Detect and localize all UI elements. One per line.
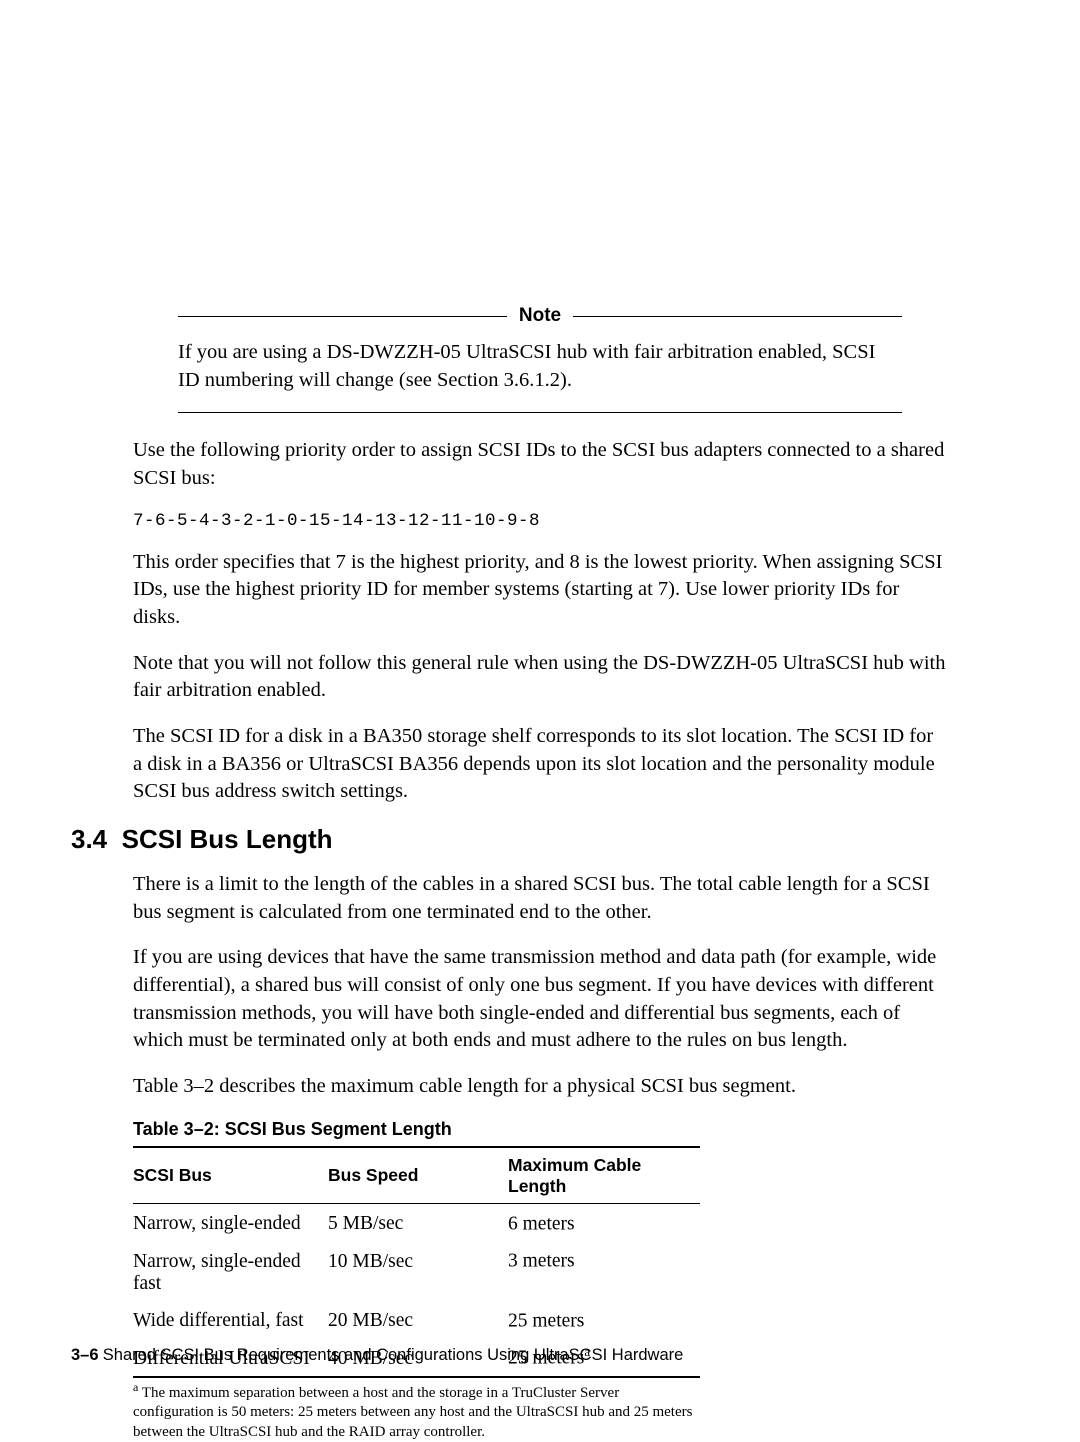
table-cell: Narrow, single-ended — [133, 1203, 328, 1241]
page-footer-title: Shared SCSI Bus Requirements and Configu… — [103, 1346, 684, 1364]
table-cell: Wide differential, fast — [133, 1301, 328, 1339]
page-number: 3–6 — [71, 1346, 99, 1364]
scsi-table: SCSI Bus Bus Speed Maximum Cable Length … — [133, 1146, 700, 1377]
table-cell: 5 MB/sec — [328, 1203, 508, 1241]
paragraph-2: This order specifies that 7 is the highe… — [133, 549, 947, 632]
table-header-1: SCSI Bus — [133, 1147, 328, 1204]
table-caption: Table 3–2: SCSI Bus Segment Length — [133, 1119, 947, 1140]
note-box: Note If you are using a DS-DWZZH-05 Ultr… — [178, 305, 902, 413]
table-row: Narrow, single-ended 5 MB/sec 6 meters — [133, 1203, 700, 1241]
paragraph-4: The SCSI ID for a disk in a BA350 storag… — [133, 723, 947, 806]
footnote-container: a The maximum separation between a host … — [133, 1377, 700, 1442]
paragraph-3: Note that you will not follow this gener… — [133, 650, 947, 705]
table-header-row: SCSI Bus Bus Speed Maximum Cable Length — [133, 1147, 700, 1204]
paragraph-1: Use the following priority order to assi… — [133, 437, 947, 492]
note-header: Note — [178, 305, 902, 327]
page-footer: 3–6 Shared SCSI Bus Requirements and Con… — [71, 1345, 683, 1365]
priority-order-mono: 7-6-5-4-3-2-1-0-15-14-13-12-11-10-9-8 — [133, 511, 947, 531]
section-paragraph-3: Table 3–2 describes the maximum cable le… — [133, 1073, 947, 1101]
note-rule-right — [573, 316, 902, 317]
note-label: Note — [507, 305, 573, 327]
section-heading: 3.4 SCSI Bus Length — [71, 824, 947, 855]
table-row: Narrow, single-ended fast 10 MB/sec 3 me… — [133, 1241, 700, 1301]
table-cell: 20 MB/sec — [328, 1301, 508, 1339]
section-paragraph-2: If you are using devices that have the s… — [133, 944, 947, 1055]
table-row: Wide differential, fast 20 MB/sec 25 met… — [133, 1301, 700, 1339]
table-header-3: Maximum Cable Length — [508, 1147, 700, 1204]
table-header-2: Bus Speed — [328, 1147, 508, 1204]
note-body: If you are using a DS-DWZZH-05 UltraSCSI… — [178, 339, 902, 394]
page-content: Note If you are using a DS-DWZZH-05 Ultr… — [0, 0, 1080, 1442]
note-footer-rule — [178, 412, 902, 413]
table-footnote: a The maximum separation between a host … — [133, 1380, 700, 1442]
section-number: 3.4 — [71, 824, 107, 854]
table-cell: 6 meters — [508, 1203, 700, 1241]
table-cell: Narrow, single-ended fast — [133, 1241, 328, 1301]
section-paragraph-1: There is a limit to the length of the ca… — [133, 871, 947, 926]
section-title: SCSI Bus Length — [122, 824, 333, 854]
note-rule-left — [178, 316, 507, 317]
table-cell: 10 MB/sec — [328, 1241, 508, 1301]
table-cell: 3 meters — [508, 1241, 700, 1301]
table-cell: 25 meters — [508, 1301, 700, 1339]
